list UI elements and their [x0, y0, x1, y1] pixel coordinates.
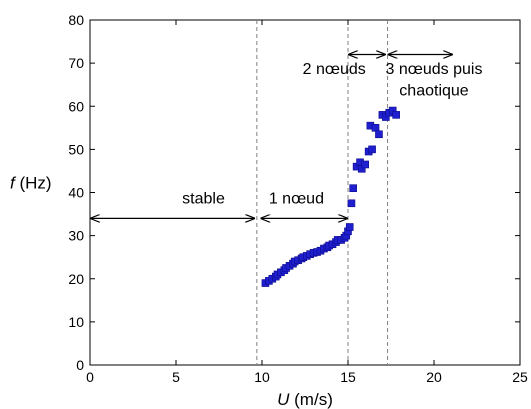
y-tick-label: 0 [76, 357, 84, 373]
y-tick-label: 20 [68, 271, 84, 287]
plot-frame [89, 19, 521, 366]
x-axis-unit: (m/s) [289, 390, 332, 409]
y-tick-label: 40 [68, 185, 84, 201]
axes: 0 5 10 15 20 25 0 10 20 30 40 50 60 70 80 U (m/s) f (Hz) [10, 12, 528, 409]
data-point [375, 130, 383, 139]
annotation-label: 3 nœuds puis [386, 61, 483, 78]
annotation-label: 1 nœud [269, 190, 324, 207]
x-axis-title: U (m/s) [277, 390, 333, 409]
x-tick-label: 10 [254, 369, 270, 385]
x-tick-label: 0 [86, 369, 94, 385]
y-tick-label: 30 [68, 228, 84, 244]
y-tick-label: 80 [68, 12, 84, 28]
y-axis-variable: f [10, 174, 17, 193]
x-tick-label: 5 [172, 369, 180, 385]
x-tick-label: 20 [426, 369, 442, 385]
data-point [371, 124, 380, 132]
region-divider-lines [256, 20, 389, 365]
data-point [347, 199, 356, 208]
x-tick-label: 25 [512, 369, 528, 385]
plot-area [89, 19, 521, 366]
data-point [345, 223, 354, 231]
annotations: stable 1 nœud 2 nœuds 3 nœuds puis chaotique [91, 55, 482, 219]
y-tick-label: 60 [68, 98, 84, 114]
y-tick-label: 50 [68, 141, 84, 157]
y-axis-unit: (Hz) [15, 174, 52, 193]
x-axis-variable: U [277, 390, 290, 409]
y-tick-label: 10 [68, 314, 84, 330]
annotation-label: chaotique [399, 82, 468, 99]
annotation-label: stable [182, 190, 225, 207]
data-points [261, 106, 400, 287]
y-tick-label: 70 [68, 55, 84, 71]
data-point [361, 160, 370, 169]
data-point [349, 184, 357, 192]
annotation-label: 2 nœuds [303, 61, 366, 78]
data-point [368, 145, 376, 154]
x-tick-label: 15 [340, 369, 356, 385]
data-point [392, 111, 400, 119]
y-axis-title: f (Hz) [10, 174, 52, 193]
